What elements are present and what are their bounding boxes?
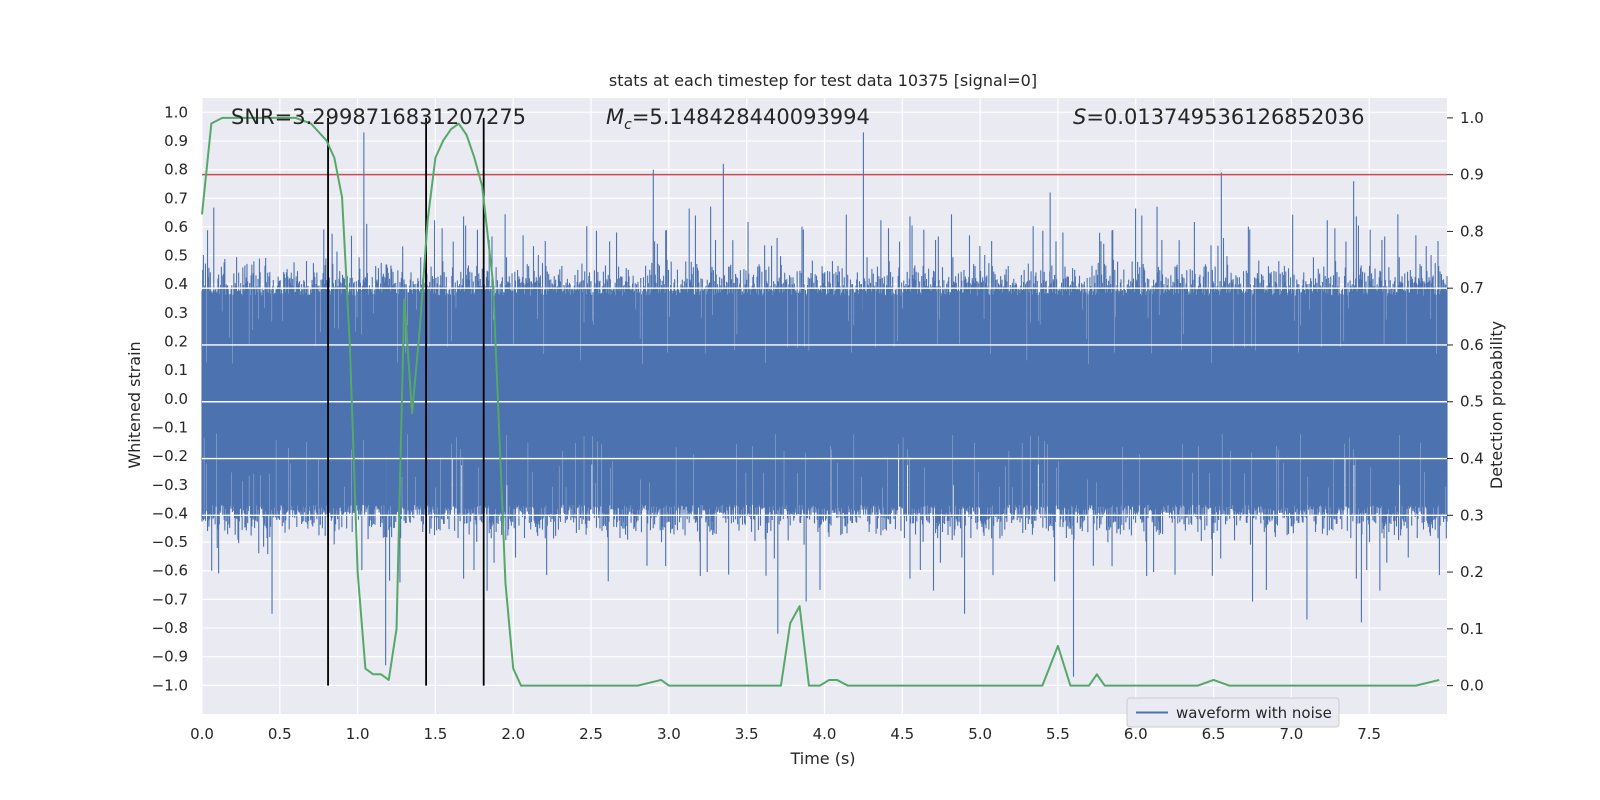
x-tick-label: 0.5 [268,725,292,743]
x-tick-label: 3.0 [657,725,681,743]
y-tick-label-left: 0.3 [164,304,188,322]
x-axis-label: Time (s) [789,749,855,768]
y-axis-label-right: Detection probability [1487,321,1506,489]
y-tick-label-left: −0.5 [152,533,188,551]
y-tick-label-left: 0.5 [164,247,188,265]
y-tick-label-left: −0.9 [152,648,188,666]
chirp-mass-value: =5.148428440093994 [632,105,870,129]
y-tick-label-left: 0.7 [164,189,188,207]
y-tick-label-left: 0.2 [164,333,188,351]
y-tick-label-right: 0.7 [1460,279,1484,297]
x-tick-label: 5.0 [968,725,992,743]
chart-title: stats at each timestep for test data 103… [609,71,1037,90]
y-tick-label-left: −1.0 [152,676,188,694]
y-tick-label-right: 0.4 [1460,450,1484,468]
x-tick-label: 2.5 [579,725,603,743]
detection-probability-line [201,116,1440,687]
y-tick-label-left: −0.4 [152,504,188,522]
legend-label: waveform with noise [1176,704,1332,722]
y-tick-label-right: 0.0 [1460,677,1484,695]
x-tick-label: 5.5 [1046,725,1070,743]
x-tick-label: 7.5 [1357,725,1381,743]
x-tick-label: 2.0 [501,725,525,743]
legend: waveform with noise [1126,697,1340,728]
y-tick-label-left: 0.1 [164,361,188,379]
x-tick-label: 3.5 [735,725,759,743]
snr-annotation: SNR=3.2998716831207275 [231,105,526,129]
x-tick-label: 6.0 [1124,725,1148,743]
y-tick-label-right: 0.5 [1460,393,1484,411]
y-tick-label-left: 0.0 [164,390,188,408]
chirp-mass-annotation: Mc=5.148428440093994 [606,105,870,133]
overlay-layer [201,116,1447,687]
y-tick-label-right: 0.3 [1460,506,1484,524]
y-tick-label-right: 0.1 [1460,620,1484,638]
y-tick-label-left: 0.9 [164,132,188,150]
x-tick-label: 0.0 [190,725,214,743]
x-tick-label: 1.5 [424,725,448,743]
chirp-mass-symbol: M [606,105,624,129]
y-axis-label-left: Whitened strain [125,341,144,468]
y-tick-label-left: −0.2 [152,447,188,465]
y-tick-label-right: 0.8 [1460,222,1484,240]
y-tick-label-left: −0.6 [152,562,188,580]
x-tick-label: 4.5 [890,725,914,743]
x-tick-label: 1.0 [346,725,370,743]
y-tick-label-left: 0.6 [164,218,188,236]
s-symbol: S [1073,105,1086,129]
x-tick-label: 7.0 [1279,725,1303,743]
s-value: =0.013749536126852036 [1086,105,1364,129]
y-tick-label-left: 0.8 [164,161,188,179]
y-tick-label-left: 1.0 [164,103,188,121]
y-tick-label-left: 0.4 [164,275,188,293]
y-tick-label-left: −0.7 [152,590,188,608]
y-tick-label-right: 1.0 [1460,109,1484,127]
tick-labels: 0.0 0.5 1.0 1.5 2.0 2.5 3.0 3.5 4.0 4.5 5.0 5.5 6.0 6… [152,103,1484,743]
y-tick-label-right: 0.9 [1460,166,1484,184]
legend-box [1126,697,1340,728]
s-annotation: S=0.013749536126852036 [1073,105,1364,129]
y-tick-label-right: 0.2 [1460,563,1484,581]
x-tick-label: 6.5 [1202,725,1226,743]
chirp-mass-subscript: c [624,117,632,133]
y-tick-label-left: −0.1 [152,418,188,436]
y-tick-label-right: 0.6 [1460,336,1484,354]
x-tick-label: 4.0 [813,725,837,743]
y-tick-label-left: −0.8 [152,619,188,637]
y-tick-label-left: −0.3 [152,476,188,494]
